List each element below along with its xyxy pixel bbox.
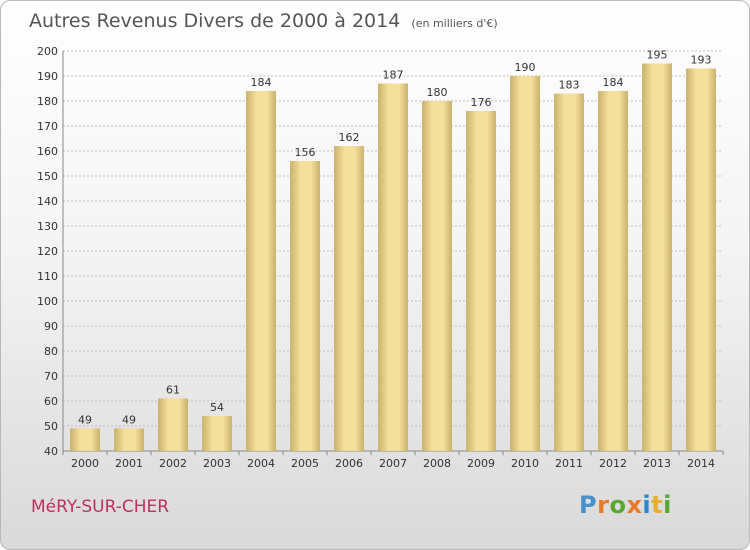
- chart-subtitle: (en milliers d'€): [411, 17, 498, 30]
- data-label: 187: [383, 69, 404, 82]
- x-tick-label: 2001: [115, 457, 143, 470]
- bar: [510, 76, 540, 451]
- data-label: 156: [295, 146, 316, 159]
- logo-letter: r: [597, 491, 610, 519]
- y-tick-label: 120: [37, 245, 58, 258]
- y-tick-label: 90: [44, 320, 58, 333]
- chart-title: Autres Revenus Divers de 2000 à 2014: [29, 10, 401, 32]
- x-tick-label: 2000: [71, 457, 99, 470]
- bar: [598, 91, 628, 451]
- data-label: 49: [122, 414, 136, 427]
- bar: [422, 101, 452, 451]
- data-label: 195: [647, 49, 668, 62]
- y-tick-label: 40: [44, 445, 58, 458]
- bar: [290, 161, 320, 451]
- logo-letter: i: [663, 491, 672, 519]
- data-label: 183: [559, 79, 580, 92]
- proxiti-logo: Proxiti: [579, 491, 672, 519]
- x-tick-label: 2004: [247, 457, 275, 470]
- data-label: 190: [515, 61, 536, 74]
- bar: [70, 428, 100, 451]
- y-tick-label: 110: [37, 270, 58, 283]
- bar: [554, 93, 584, 451]
- y-tick-label: 80: [44, 345, 58, 358]
- x-tick-label: 2005: [291, 457, 319, 470]
- y-tick-label: 190: [37, 70, 58, 83]
- x-tick-label: 2007: [379, 457, 407, 470]
- logo-letter: x: [626, 491, 643, 519]
- bar: [246, 91, 276, 451]
- y-tick-label: 200: [37, 45, 58, 58]
- bar: [378, 83, 408, 451]
- data-label: 193: [691, 54, 712, 67]
- logo-letter: i: [642, 491, 652, 519]
- bar: [466, 111, 496, 451]
- bar: [158, 398, 188, 451]
- data-label: 49: [78, 414, 92, 427]
- bar: [114, 428, 144, 451]
- y-tick-label: 160: [37, 145, 58, 158]
- data-label: 54: [210, 401, 224, 414]
- data-label: 162: [339, 131, 360, 144]
- x-tick-label: 2014: [687, 457, 715, 470]
- y-tick-label: 50: [44, 420, 58, 433]
- x-tick-label: 2003: [203, 457, 231, 470]
- y-tick-label: 100: [37, 295, 58, 308]
- data-label: 184: [251, 76, 272, 89]
- y-tick-label: 130: [37, 220, 58, 233]
- x-tick-label: 2010: [511, 457, 539, 470]
- y-tick-label: 60: [44, 395, 58, 408]
- x-tick-label: 2008: [423, 457, 451, 470]
- bar: [202, 416, 232, 451]
- y-tick-label: 170: [37, 120, 58, 133]
- x-tick-label: 2012: [599, 457, 627, 470]
- data-label: 184: [603, 76, 624, 89]
- x-tick-label: 2013: [643, 457, 671, 470]
- bar: [334, 146, 364, 451]
- title-block: Autres Revenus Divers de 2000 à 2014 (en…: [29, 10, 498, 32]
- x-tick-label: 2009: [467, 457, 495, 470]
- commune-name: MéRY-SUR-CHER: [31, 497, 170, 517]
- x-tick-label: 2011: [555, 457, 583, 470]
- y-tick-label: 140: [37, 195, 58, 208]
- x-tick-label: 2002: [159, 457, 187, 470]
- y-tick-label: 180: [37, 95, 58, 108]
- logo-letter: t: [651, 491, 664, 519]
- bar: [642, 63, 672, 451]
- x-tick-label: 2006: [335, 457, 363, 470]
- y-tick-label: 70: [44, 370, 58, 383]
- logo-letter: P: [579, 491, 598, 519]
- data-label: 176: [471, 96, 492, 109]
- data-label: 180: [427, 86, 448, 99]
- y-tick-label: 150: [37, 170, 58, 183]
- bar: [686, 68, 716, 451]
- logo-letter: o: [609, 491, 627, 519]
- data-label: 61: [166, 384, 180, 397]
